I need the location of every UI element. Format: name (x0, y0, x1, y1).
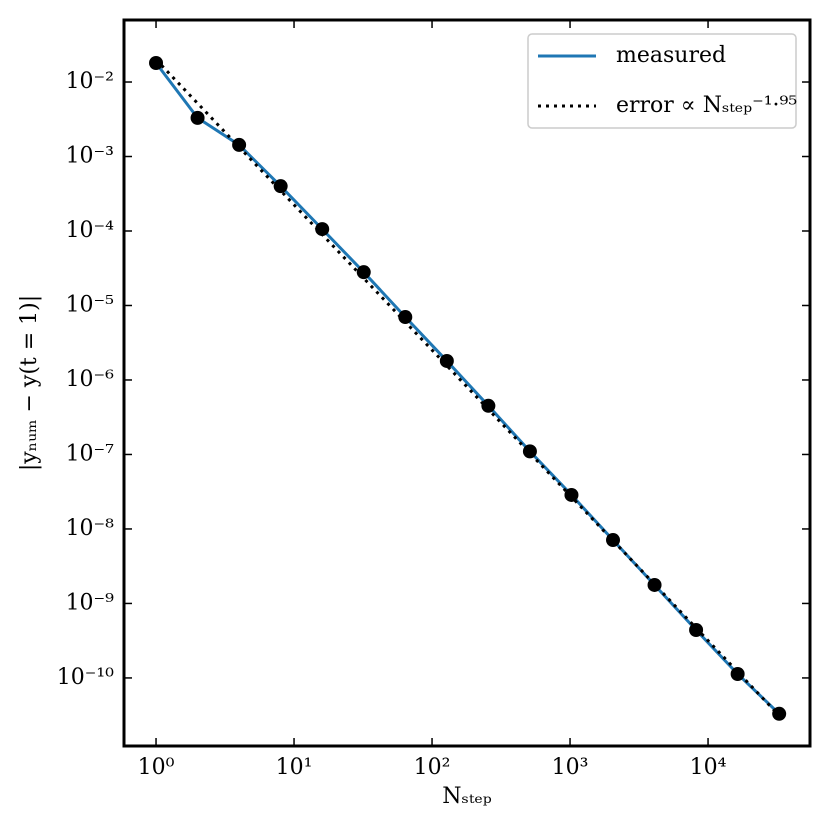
data-point (149, 55, 164, 70)
data-point (730, 666, 745, 681)
y-tick-label: 10⁻⁴ (66, 218, 115, 243)
y-tick-label: 10⁻⁸ (66, 516, 115, 541)
x-tick-label: 10¹ (276, 755, 313, 780)
y-tick-label: 10⁻⁶ (66, 367, 115, 392)
data-point (273, 179, 288, 194)
y-tick-label: 10⁻⁵ (66, 292, 114, 317)
series-line (154, 58, 781, 717)
data-point (564, 487, 579, 502)
data-point (356, 265, 371, 280)
data-point (522, 444, 537, 459)
data-point (772, 706, 787, 721)
y-axis-label: |yₙᵤₘ − y(t = 1)| (17, 295, 42, 471)
plot-frame (122, 18, 812, 748)
x-tick-label: 10⁰ (138, 755, 175, 780)
data-point (232, 137, 247, 152)
data-point (398, 310, 413, 325)
y-tick-label: 10⁻⁹ (66, 590, 115, 615)
x-axis-label: Nₛₜₑₚ (442, 784, 492, 809)
data-point (606, 533, 621, 548)
data-point (439, 353, 454, 368)
y-tick-label: 10⁻² (66, 69, 114, 94)
data-point (190, 110, 205, 125)
data-point (481, 398, 496, 413)
data-point (315, 222, 330, 237)
y-tick-label: 10⁻³ (66, 144, 114, 169)
y-tick-label: 10⁻¹⁰ (57, 665, 114, 690)
x-tick-label: 10³ (552, 755, 589, 780)
y-tick-label: 10⁻⁷ (66, 441, 115, 466)
legend-label: error ∝ Nₛₜₑₚ⁻¹·⁹⁵ (616, 93, 797, 118)
x-tick-label: 10² (414, 755, 451, 780)
data-point (689, 623, 704, 638)
data-point (647, 577, 662, 592)
x-tick-label: 10⁴ (690, 755, 727, 780)
legend-label: measured (616, 43, 726, 68)
